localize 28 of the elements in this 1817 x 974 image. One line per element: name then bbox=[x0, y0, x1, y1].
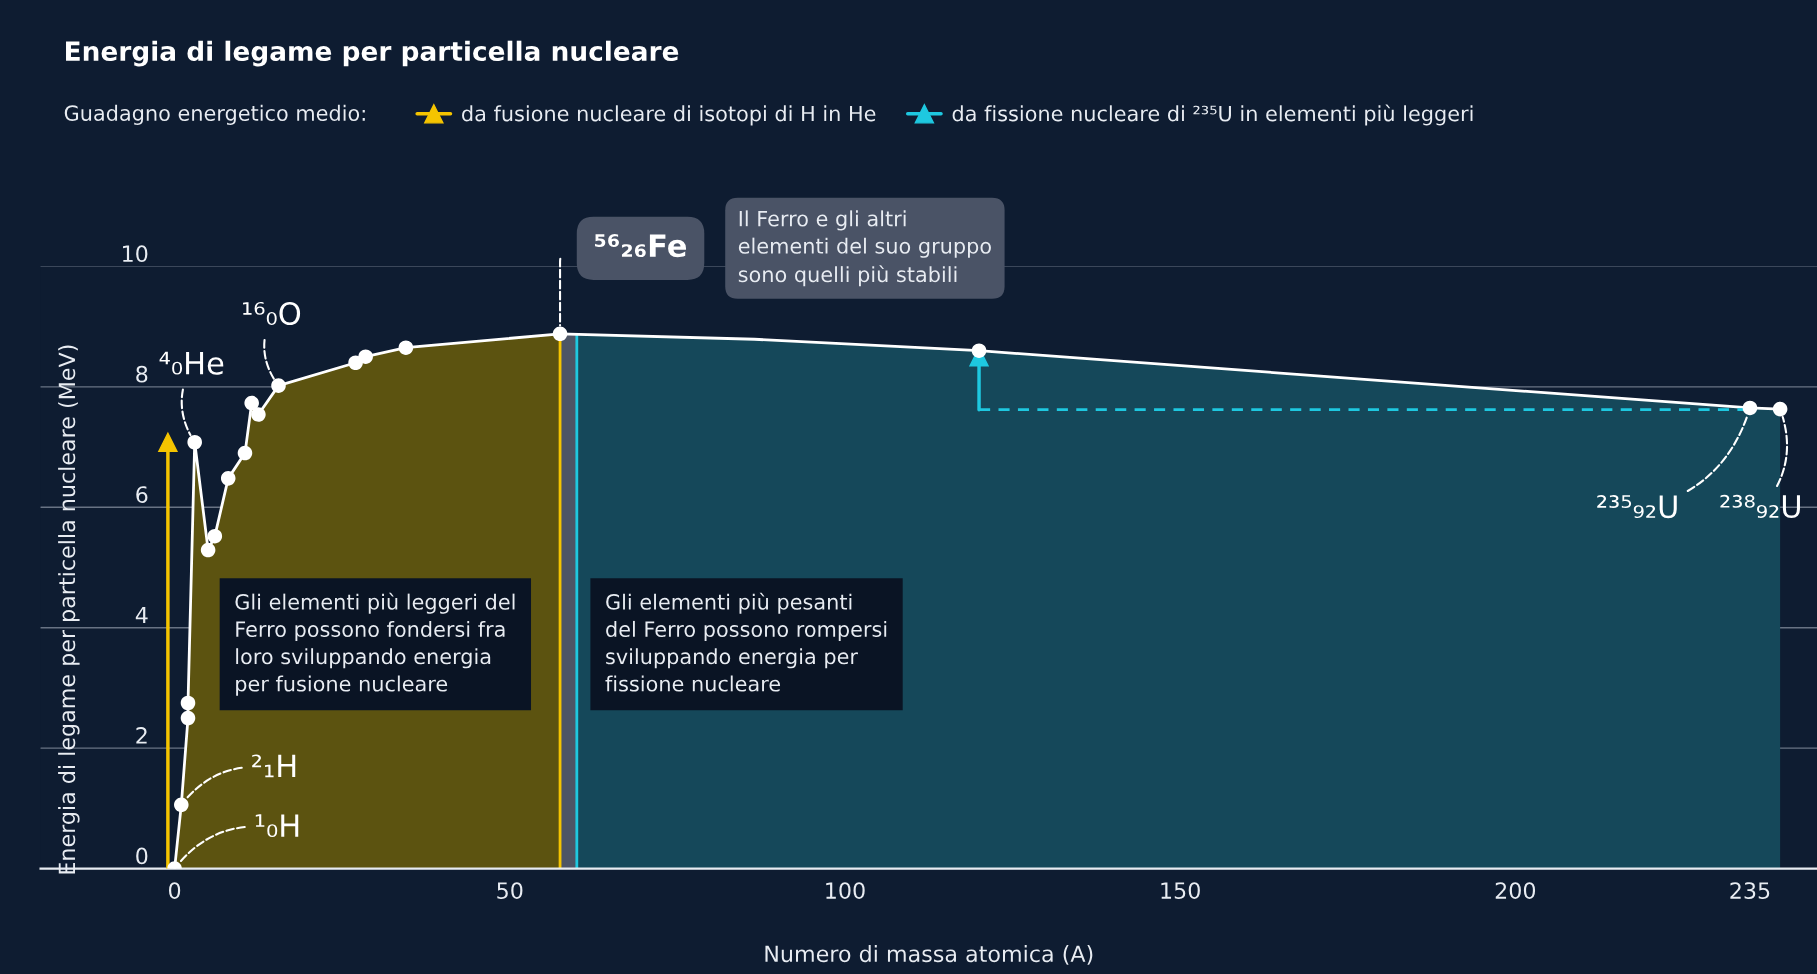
y-tick-label: 8 bbox=[136, 365, 148, 383]
x-tick-label: 235 bbox=[1730, 882, 1770, 900]
annotation: Gli elementi più leggeri del Ferro possono fondersi fra loro sviluppando energia per fusione nucleare bbox=[235, 592, 515, 696]
x-tick-label: 150 bbox=[1161, 882, 1200, 900]
y-tick-label: 2 bbox=[136, 727, 147, 744]
x-tick-label: 50 bbox=[497, 882, 523, 900]
annotation: ¹₀H bbox=[255, 814, 299, 838]
annotation: ¹⁶₀O bbox=[243, 301, 301, 326]
x-axis-title: Numero di massa atomica (A) bbox=[765, 944, 1093, 965]
y-tick-label: 4 bbox=[135, 606, 148, 624]
annotation: Gli elementi più pesanti del Ferro possono rompersi sviluppando energia per fissione nucleare bbox=[605, 592, 887, 692]
y-tick-label: 10 bbox=[123, 245, 148, 263]
annotation: ²₁H bbox=[252, 754, 296, 778]
annotation: ⁴₀He bbox=[159, 351, 224, 375]
annotation: Il Ferro e gli altri elementi del suo gruppo sono quelli più stabili bbox=[738, 210, 991, 287]
x-tick-label: 200 bbox=[1495, 882, 1536, 900]
legend-title: Guadagno energetico medio: bbox=[64, 104, 365, 126]
y-tick-label: 6 bbox=[136, 486, 148, 503]
annotation: ⁵⁶₂₆Fe bbox=[595, 234, 686, 258]
y-axis-title: Energia di legame per particella nucleare (MeV) bbox=[58, 345, 80, 874]
annotation: ²³⁵₉₂U bbox=[1597, 495, 1677, 519]
y-tick-label: 0 bbox=[136, 847, 148, 865]
x-tick-label: 0 bbox=[168, 882, 181, 900]
annotation: ²³⁸₉₂U bbox=[1720, 494, 1800, 518]
legend-label: da fusione nucleare di isotopi di H in He bbox=[462, 105, 876, 126]
x-tick-label: 100 bbox=[826, 882, 865, 900]
chart-title: Energia di legame per particella nucleare bbox=[66, 40, 679, 67]
legend-label: da fissione nucleare di ²³⁵U in elementi più leggeri bbox=[952, 104, 1473, 126]
